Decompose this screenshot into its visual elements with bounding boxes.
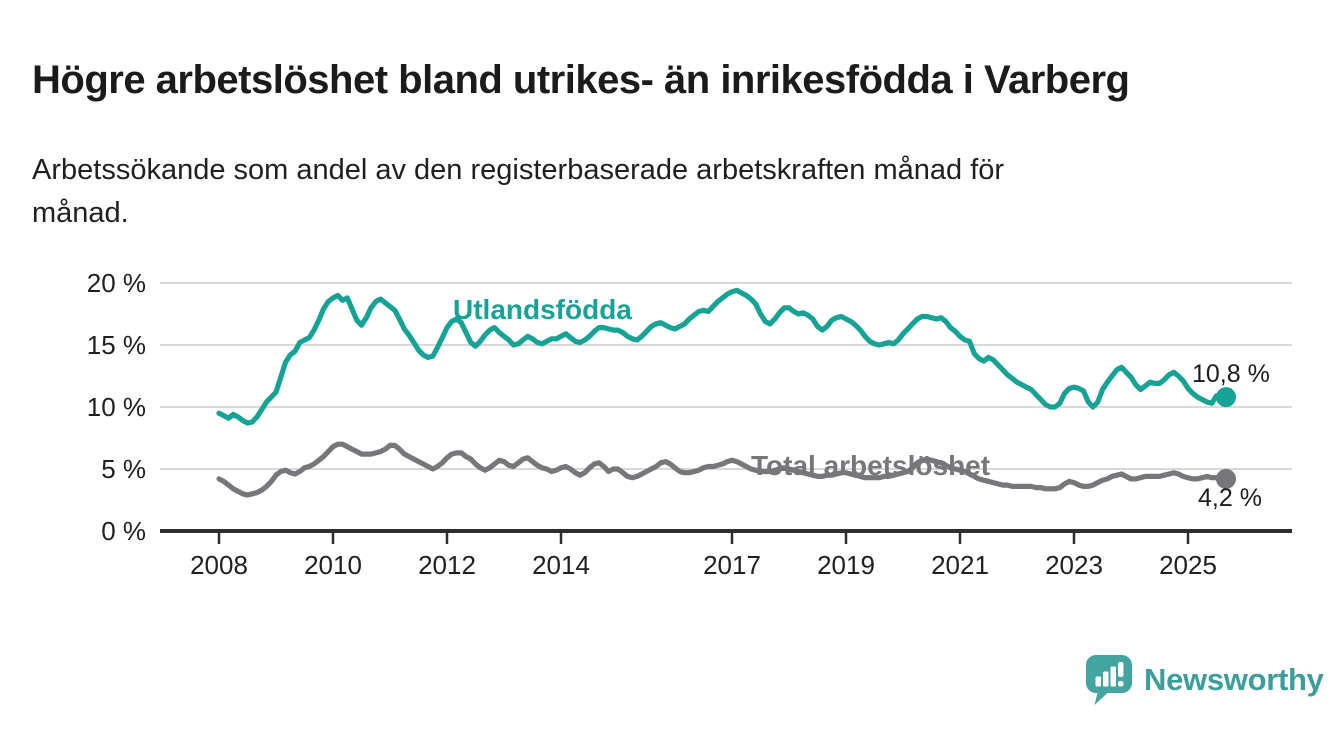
- y-axis-tick-label: 0 %: [101, 516, 146, 546]
- x-axis-tick-label: 2023: [1045, 550, 1103, 580]
- x-axis-tick-label: 2019: [817, 550, 875, 580]
- y-axis-tick-label: 10 %: [87, 392, 146, 422]
- x-axis-tick-label: 2017: [703, 550, 761, 580]
- x-axis-tick-label: 2014: [532, 550, 590, 580]
- x-axis-tick-label: 2025: [1159, 550, 1217, 580]
- series-label-total-arbetsloshet: Total arbetslöshet: [751, 450, 991, 481]
- newsworthy-logo-icon: [1086, 655, 1132, 705]
- x-axis-tick-label: 2021: [931, 550, 989, 580]
- x-axis-tick-label: 2008: [190, 550, 248, 580]
- series-label-utlandsfodda: Utlandsfödda: [453, 294, 632, 325]
- end-value-label-utlandsfodda: 10,8 %: [1192, 360, 1270, 388]
- series-line-1: [216, 441, 1229, 498]
- x-axis-tick-label: 2012: [418, 550, 476, 580]
- line-chart: 0 % 5 % 10 % 15 % 20 % 2008 2010 2012 2014 2017 20…: [87, 268, 1292, 580]
- series-line-0: [216, 287, 1229, 426]
- newsworthy-brand: Newsworthy: [1085, 654, 1324, 706]
- newsworthy-wordmark: Newsworthy: [1144, 662, 1324, 697]
- series-end-dot-1: [1216, 468, 1236, 489]
- page-subtitle: Arbetssökande som andel av den registerb…: [32, 154, 1005, 229]
- x-axis-tick-label: 2010: [304, 550, 362, 580]
- y-axis-tick-label: 5 %: [101, 454, 146, 484]
- y-axis-tick-label: 20 %: [87, 268, 146, 298]
- page-title: Högre arbetslöshet bland utrikes- än inr…: [32, 57, 1130, 102]
- end-value-label-total: 4,2 %: [1198, 484, 1262, 512]
- y-axis-tick-label: 15 %: [87, 330, 146, 360]
- series-end-dot-0: [1216, 387, 1236, 408]
